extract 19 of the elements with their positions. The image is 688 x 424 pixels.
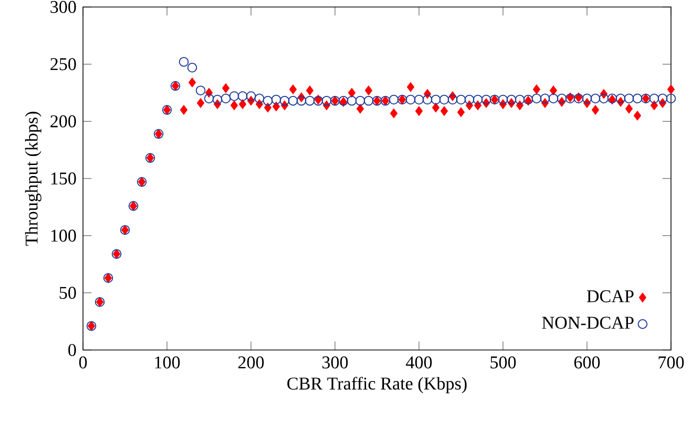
- x-tick-label: 400: [406, 356, 432, 368]
- x-tick-label: 300: [322, 356, 348, 368]
- x-tick-label: 600: [574, 356, 600, 368]
- y-tick-label: 100: [51, 230, 76, 242]
- x-tick-label: 500: [490, 356, 516, 368]
- y-tick-label: 50: [60, 286, 76, 299]
- x-tick-label: 0: [79, 356, 87, 368]
- x-tick-label: 700: [658, 356, 684, 368]
- y-axis-title: Throughput (kbps): [25, 112, 42, 246]
- x-tick-label: 200: [238, 356, 264, 368]
- legend-label: DCAP: [586, 290, 634, 302]
- y-tick-label: 0: [68, 344, 76, 356]
- y-tick-label: 250: [50, 58, 76, 70]
- y-tick-label: 300: [50, 0, 76, 14]
- y-tick-label: 150: [51, 172, 76, 185]
- x-axis-title: CBR Traffic Rate (Kbps): [287, 376, 467, 394]
- x-tick-label: 100: [155, 356, 180, 368]
- legend-label: NON-DCAP: [542, 316, 634, 329]
- y-tick-label: 200: [50, 115, 76, 128]
